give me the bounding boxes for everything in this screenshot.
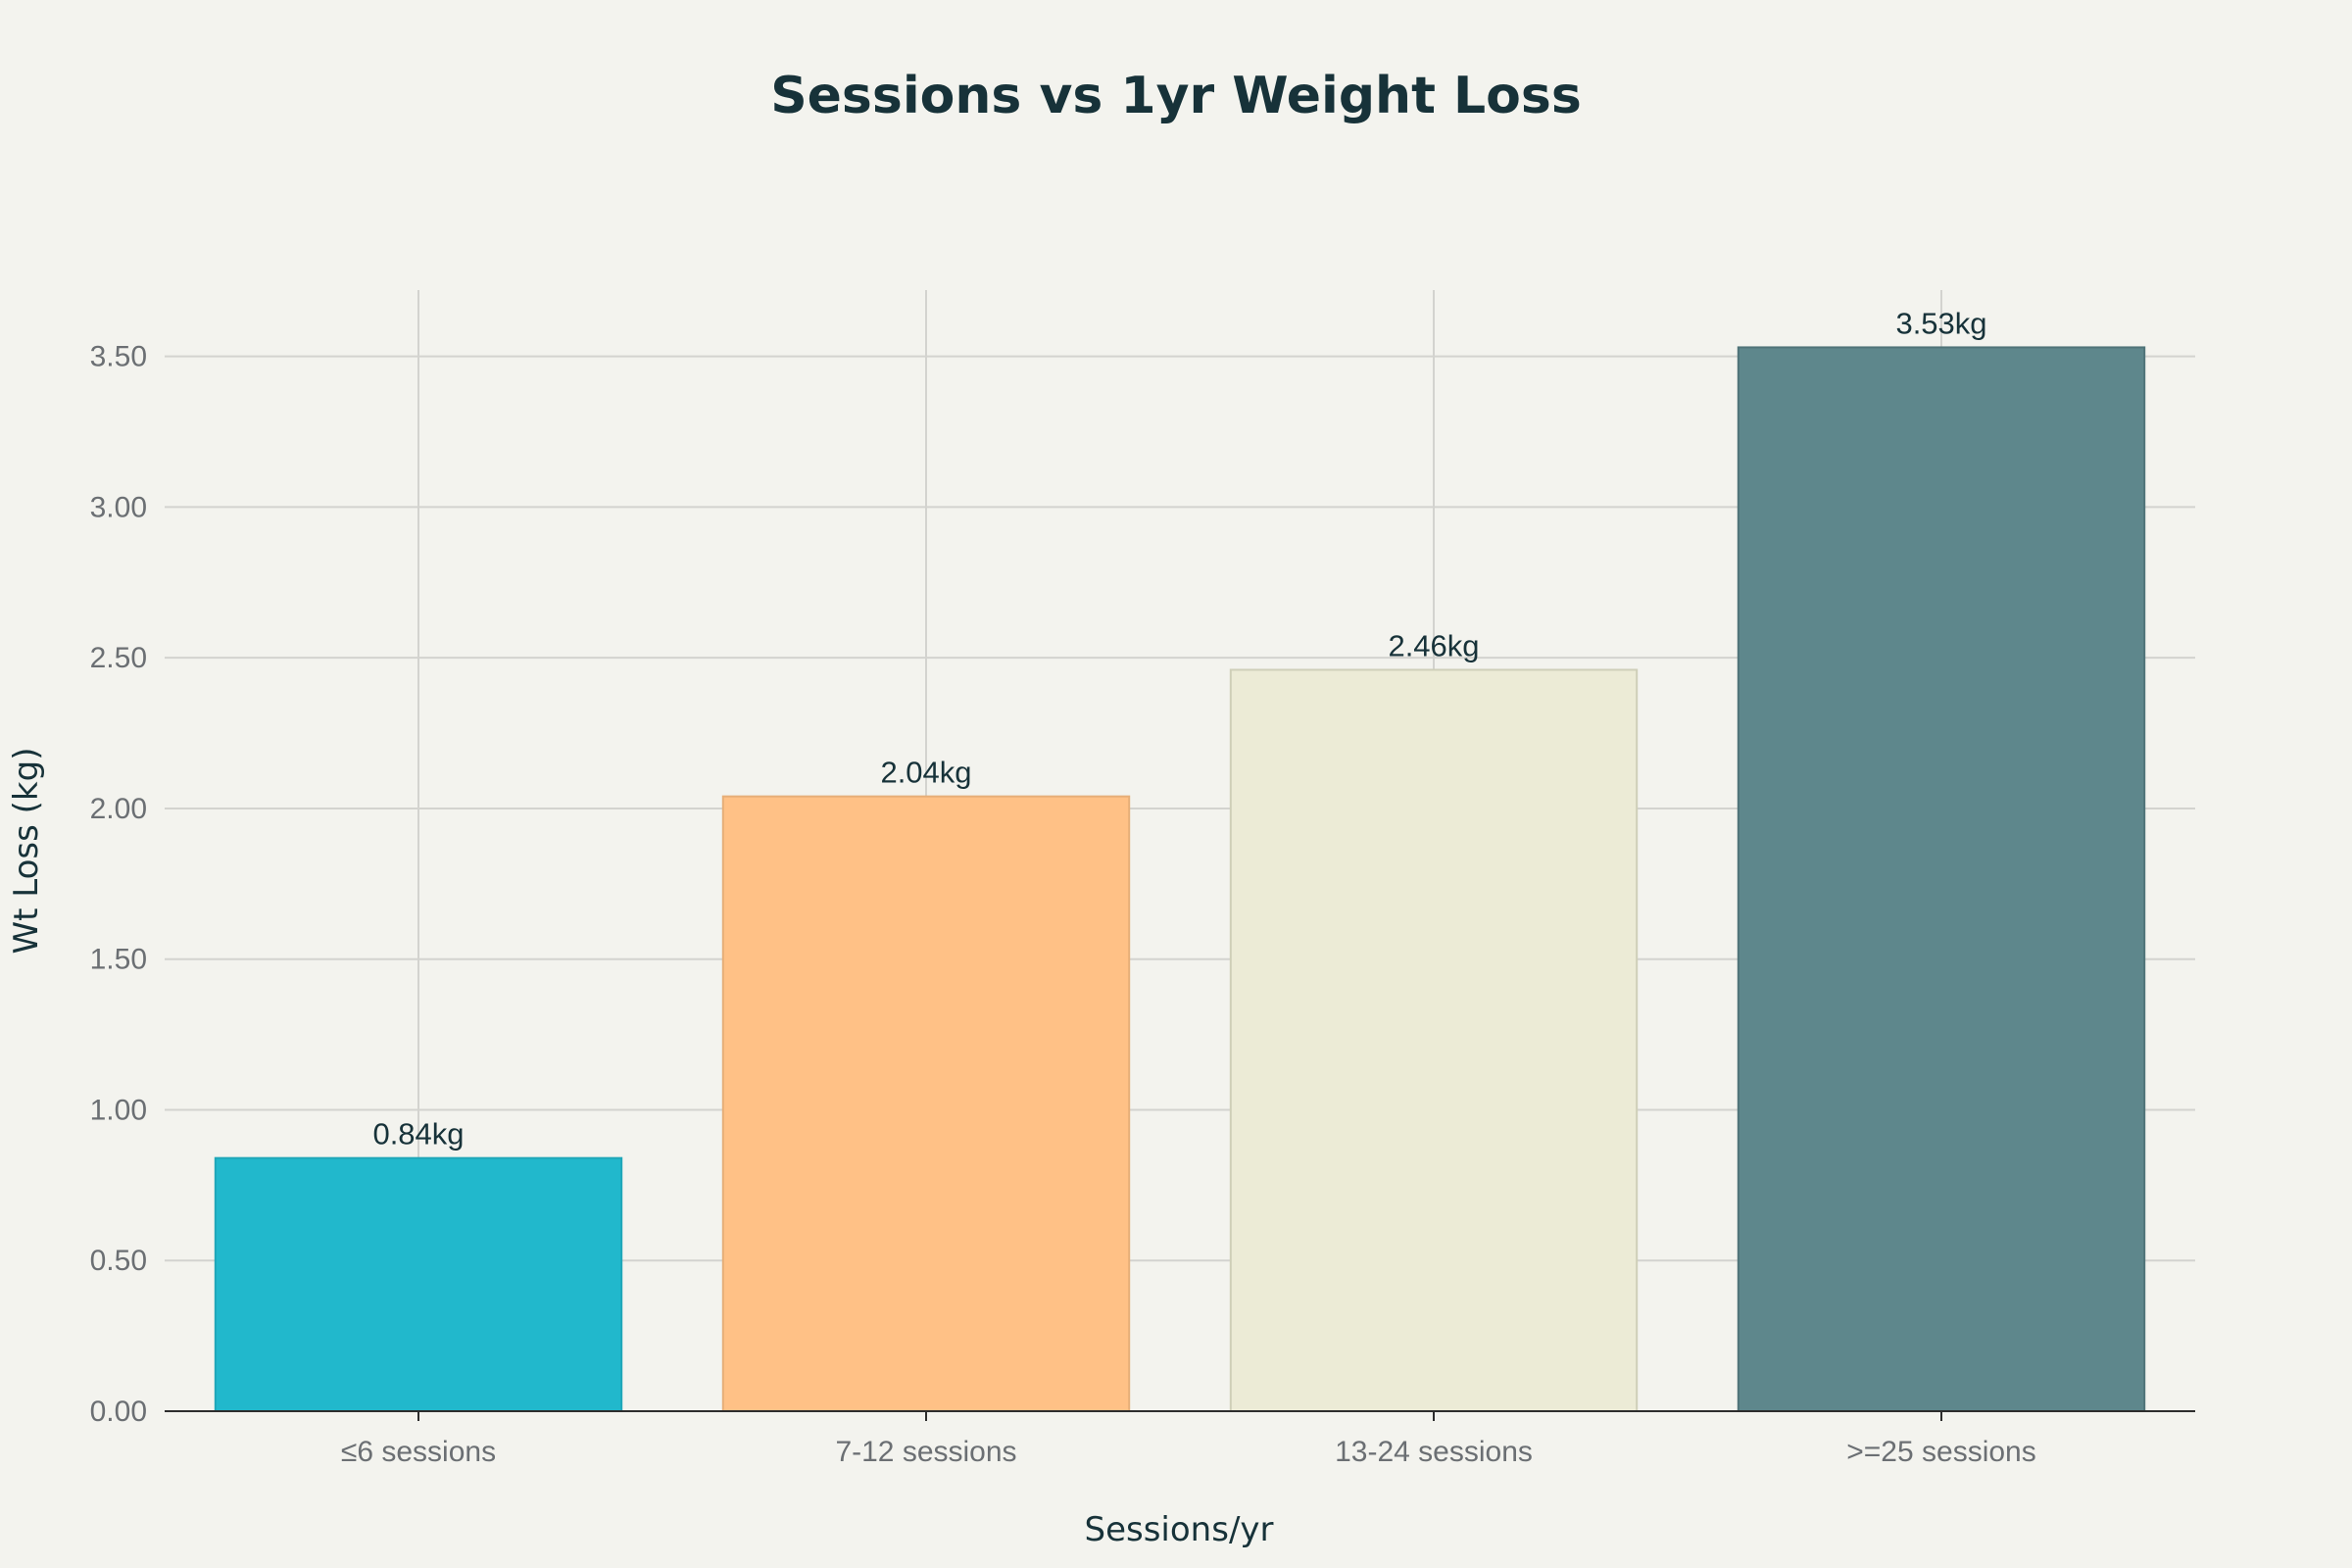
bar <box>721 795 1131 1412</box>
bar-value-label: 2.46kg <box>1388 628 1479 662</box>
bar-value-label: 3.53kg <box>1895 306 1986 340</box>
bar <box>214 1156 623 1412</box>
bar-value-label: 2.04kg <box>880 756 971 790</box>
data-labels: 0.84kg 2.04kg 2.46kg 3.53kg <box>372 306 1986 1151</box>
bars <box>214 346 2146 1413</box>
axis-ticks: 0.00 0.50 1.00 1.50 2.00 2.50 3.00 3.50 ≤6 sessi… <box>90 341 2036 1468</box>
y-tick-label: 2.50 <box>90 642 147 674</box>
bar <box>1229 668 1639 1412</box>
y-tick-label: 1.50 <box>90 944 147 976</box>
chart-title: Sessions vs 1yr Weight Loss <box>770 67 1582 125</box>
x-tick-label: >=25 sessions <box>1846 1436 2035 1468</box>
y-tick-label: 0.50 <box>90 1245 147 1277</box>
bar <box>1737 346 2146 1413</box>
x-tick-label: 7-12 sessions <box>835 1436 1016 1468</box>
y-axis-title: Wt Loss (kg) <box>7 748 46 955</box>
y-tick-label: 0.00 <box>90 1396 147 1428</box>
bar-value-label: 0.84kg <box>372 1117 464 1152</box>
x-tick-label: ≤6 sessions <box>341 1436 496 1468</box>
x-axis-title: Sessions/yr <box>1085 1510 1274 1549</box>
x-tick-label: 13-24 sessions <box>1335 1436 1533 1468</box>
y-tick-label: 3.00 <box>90 491 147 523</box>
y-tick-label: 1.00 <box>90 1094 147 1126</box>
y-tick-label: 3.50 <box>90 341 147 373</box>
y-tick-label: 2.00 <box>90 793 147 825</box>
